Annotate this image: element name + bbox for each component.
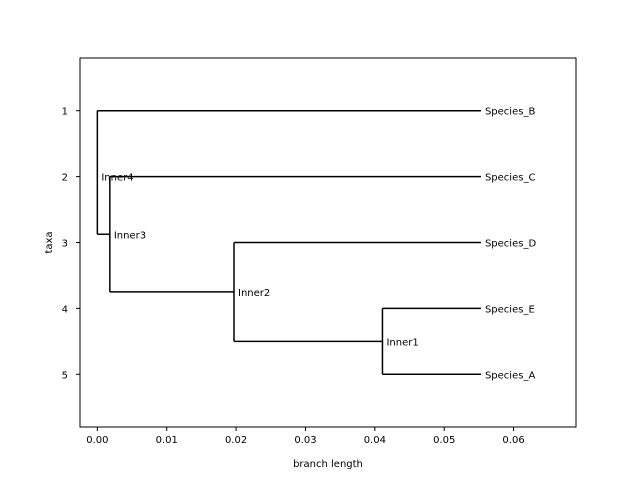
x-tick-label: 0.05 xyxy=(433,435,455,446)
x-tick-label: 0.01 xyxy=(156,435,178,446)
x-tick-label: 0.04 xyxy=(364,435,386,446)
tree-branches xyxy=(96,109,481,376)
inner-label-inner4: Inner4 xyxy=(101,173,133,184)
leaf-label-species_a: Species_A xyxy=(485,370,535,381)
y-tick-label: 5 xyxy=(62,370,68,381)
leaf-label-species_b: Species_B xyxy=(485,107,535,118)
x-axis-ticks: 0.00 0.01 0.02 0.03 0.04 0.05 0.06 xyxy=(86,427,525,446)
y-tick-label: 3 xyxy=(62,239,68,250)
inner-label-inner1: Inner1 xyxy=(386,337,418,348)
x-tick-label: 0.03 xyxy=(294,435,316,446)
inner-label-inner2: Inner2 xyxy=(238,288,270,299)
inner-label-inner3: Inner3 xyxy=(114,230,146,241)
y-axis-ticks: 1 2 3 4 5 xyxy=(62,107,80,381)
leaf-label-species_d: Species_D xyxy=(485,239,536,250)
x-axis-label: branch length xyxy=(293,459,363,470)
y-tick-label: 1 xyxy=(62,107,68,118)
leaf-label-species_e: Species_E xyxy=(485,304,535,315)
x-tick-label: 0.02 xyxy=(225,435,247,446)
x-tick-label: 0.06 xyxy=(502,435,524,446)
y-tick-label: 2 xyxy=(62,173,68,184)
y-axis-label: taxa xyxy=(44,231,55,253)
leaf-label-species_c: Species_C xyxy=(485,173,535,184)
y-tick-label: 4 xyxy=(62,304,68,315)
node-labels: Species_B Species_C Species_D Species_E Spec… xyxy=(101,107,536,382)
x-tick-label: 0.00 xyxy=(86,435,108,446)
